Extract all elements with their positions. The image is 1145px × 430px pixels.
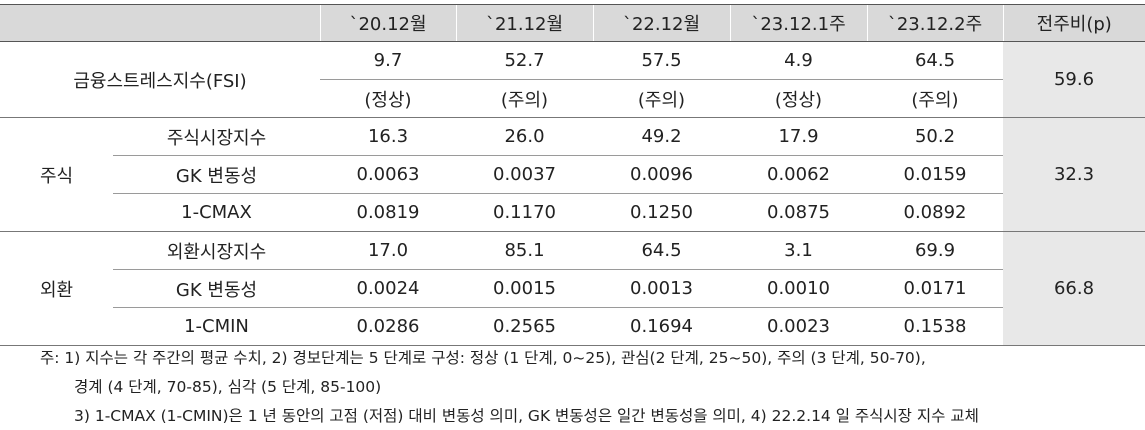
header-col: `20.12월 bbox=[319, 4, 456, 42]
fx-change: 66.8 bbox=[1003, 231, 1145, 346]
header-col: `23.12.1주 bbox=[729, 4, 867, 42]
fsi-value-row: 금융스트레스지수(FSI) 9.7 52.7 57.5 4.9 64.5 59.… bbox=[0, 41, 1145, 118]
table-cell: (주의) bbox=[456, 79, 593, 118]
footnote-line: 주: 1) 지수는 각 주간의 평균 수치, 2) 경보단계는 5 단계로 구성… bbox=[40, 349, 926, 367]
fx-group-label: 외환 bbox=[0, 231, 113, 346]
table-cell: 85.1 bbox=[456, 231, 593, 270]
header-col: `22.12월 bbox=[592, 4, 730, 42]
table-cell: 17.9 bbox=[730, 117, 867, 156]
table-cell: 0.1538 bbox=[867, 307, 1003, 346]
table-cell: 0.0892 bbox=[867, 193, 1003, 232]
row-label: GK 변동성 bbox=[113, 155, 320, 194]
table-row: GK 변동성 0.0024 0.0015 0.0013 0.0010 0.017… bbox=[0, 269, 1145, 308]
table-row: 1-CMIN 0.0286 0.2565 0.1694 0.0023 0.153… bbox=[0, 307, 1145, 346]
stock-change: 32.3 bbox=[1003, 117, 1145, 232]
table-cell: 0.0286 bbox=[320, 307, 456, 346]
table-cell: 0.0819 bbox=[320, 193, 456, 232]
footnote-line: 3) 1-CMAX (1-CMIN)은 1 년 동안의 고점 (저점) 대비 변… bbox=[74, 407, 979, 425]
table-cell: 57.5 bbox=[593, 41, 730, 80]
table-cell: 69.9 bbox=[867, 231, 1003, 270]
table-cell: 0.2565 bbox=[456, 307, 593, 346]
header-blank bbox=[0, 4, 320, 42]
table-cell: 64.5 bbox=[593, 231, 730, 270]
table-cell: 0.0024 bbox=[320, 269, 456, 308]
table-cell: 64.5 bbox=[867, 41, 1003, 80]
stock-group-label: 주식 bbox=[0, 117, 113, 232]
row-label: 주식시장지수 bbox=[113, 117, 320, 156]
header-row: `20.12월 `21.12월 `22.12월 `23.12.1주 `23.12… bbox=[0, 4, 1145, 42]
table-cell: 9.7 bbox=[320, 41, 456, 80]
fsi-change: 59.6 bbox=[1003, 41, 1145, 118]
table-cell: 0.0015 bbox=[456, 269, 593, 308]
table-cell: 26.0 bbox=[456, 117, 593, 156]
footnote-line: 경계 (4 단계, 70-85), 심각 (5 단계, 85-100) bbox=[74, 378, 382, 396]
table-cell: 0.1170 bbox=[456, 193, 593, 232]
table-cell: (주의) bbox=[867, 79, 1003, 118]
table-cell: 3.1 bbox=[730, 231, 867, 270]
fsi-table: `20.12월 `21.12월 `22.12월 `23.12.1주 `23.12… bbox=[0, 4, 1145, 346]
table-cell: 0.0023 bbox=[730, 307, 867, 346]
table-cell: 52.7 bbox=[456, 41, 593, 80]
table-cell: 0.0875 bbox=[730, 193, 867, 232]
table-row: GK 변동성 0.0063 0.0037 0.0096 0.0062 0.015… bbox=[0, 155, 1145, 194]
header-col: 전주비(p) bbox=[1002, 4, 1145, 42]
header-col: `23.12.2주 bbox=[866, 4, 1003, 42]
table-cell: 0.1250 bbox=[593, 193, 730, 232]
table-cell: 0.0062 bbox=[730, 155, 867, 194]
table-cell: 16.3 bbox=[320, 117, 456, 156]
table-cell: (정상) bbox=[730, 79, 867, 118]
table-cell: (정상) bbox=[320, 79, 456, 118]
table-cell: 49.2 bbox=[593, 117, 730, 156]
fsi-label: 금융스트레스지수(FSI) bbox=[0, 41, 320, 118]
row-label: 1-CMIN bbox=[113, 307, 320, 346]
table-cell: 50.2 bbox=[867, 117, 1003, 156]
table-cell: 0.0010 bbox=[730, 269, 867, 308]
table-row: 외환 외환시장지수 17.0 85.1 64.5 3.1 69.9 66.8 bbox=[0, 231, 1145, 346]
table-cell: 0.0013 bbox=[593, 269, 730, 308]
row-label: GK 변동성 bbox=[113, 269, 320, 308]
row-label: 1-CMAX bbox=[113, 193, 320, 232]
table-row: 1-CMAX 0.0819 0.1170 0.1250 0.0875 0.089… bbox=[0, 193, 1145, 232]
table-cell: 0.0096 bbox=[593, 155, 730, 194]
table-cell: 17.0 bbox=[320, 231, 456, 270]
table-cell: (주의) bbox=[593, 79, 730, 118]
table-cell: 0.0037 bbox=[456, 155, 593, 194]
fsi-state-row: (정상) (주의) (주의) (정상) (주의) bbox=[0, 79, 1145, 118]
table-cell: 4.9 bbox=[730, 41, 867, 80]
table-cell: 0.1694 bbox=[593, 307, 730, 346]
table-cell: 0.0171 bbox=[867, 269, 1003, 308]
table-cell: 0.0159 bbox=[867, 155, 1003, 194]
row-label: 외환시장지수 bbox=[113, 231, 320, 270]
table-cell: 0.0063 bbox=[320, 155, 456, 194]
header-col: `21.12월 bbox=[455, 4, 593, 42]
table-row: 주식 주식시장지수 16.3 26.0 49.2 17.9 50.2 32.3 bbox=[0, 117, 1145, 232]
